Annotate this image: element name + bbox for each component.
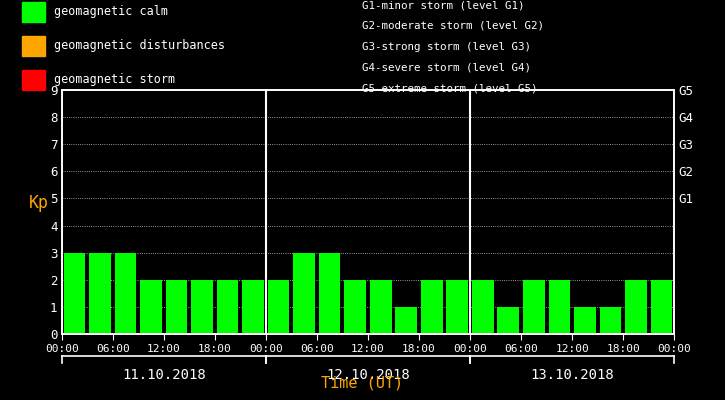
Text: G3-strong storm (level G3): G3-strong storm (level G3)	[362, 42, 531, 52]
Bar	[165, 280, 187, 334]
Bar	[217, 280, 239, 334]
Bar	[89, 253, 111, 334]
Text: geomagnetic storm: geomagnetic storm	[54, 74, 175, 86]
Text: geomagnetic calm: geomagnetic calm	[54, 6, 167, 18]
Text: G1-minor storm (level G1): G1-minor storm (level G1)	[362, 0, 525, 10]
Bar	[140, 280, 162, 334]
Text: 11.10.2018: 11.10.2018	[122, 368, 206, 382]
Bar	[319, 253, 341, 334]
Bar	[395, 307, 417, 334]
Text: Time (UT): Time (UT)	[321, 375, 404, 390]
Bar	[421, 280, 442, 334]
Bar	[115, 253, 136, 334]
Text: 12.10.2018: 12.10.2018	[326, 368, 410, 382]
Bar	[370, 280, 392, 334]
Text: 13.10.2018: 13.10.2018	[530, 368, 614, 382]
Bar	[549, 280, 571, 334]
Y-axis label: Kp: Kp	[29, 194, 49, 212]
Bar	[625, 280, 647, 334]
Bar	[472, 280, 494, 334]
Bar	[600, 307, 621, 334]
Bar	[294, 253, 315, 334]
Text: geomagnetic disturbances: geomagnetic disturbances	[54, 40, 225, 52]
Bar	[191, 280, 213, 334]
Text: G5-extreme storm (level G5): G5-extreme storm (level G5)	[362, 83, 538, 93]
Bar	[64, 253, 86, 334]
Bar	[344, 280, 366, 334]
Bar	[574, 307, 596, 334]
Bar	[242, 280, 264, 334]
Bar	[497, 307, 519, 334]
Text: G4-severe storm (level G4): G4-severe storm (level G4)	[362, 62, 531, 72]
Bar	[523, 280, 544, 334]
Text: G2-moderate storm (level G2): G2-moderate storm (level G2)	[362, 21, 544, 31]
Bar	[447, 280, 468, 334]
Bar	[268, 280, 289, 334]
Bar	[650, 280, 672, 334]
